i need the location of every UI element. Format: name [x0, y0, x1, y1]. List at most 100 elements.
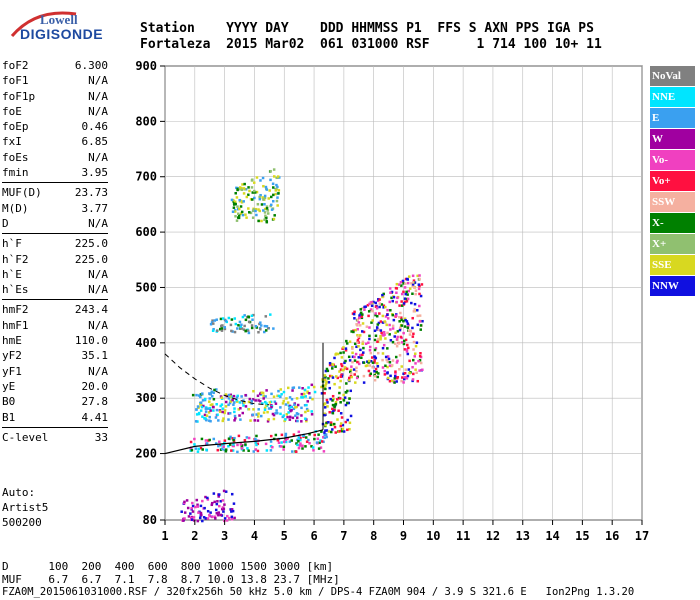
- echo-dot: [295, 442, 298, 445]
- echo-dot: [243, 401, 246, 404]
- echo-dot: [217, 511, 221, 514]
- echo-dot: [290, 398, 294, 401]
- echo-dot: [272, 327, 275, 330]
- echo-dot: [288, 396, 292, 399]
- param-label: h`Es: [2, 283, 29, 297]
- echo-dot: [388, 364, 392, 367]
- echo-dot: [350, 375, 353, 379]
- echo-dot: [339, 368, 343, 371]
- legend-item-nnw: NNW: [650, 276, 695, 296]
- echo-dot: [195, 393, 198, 397]
- echo-dot: [236, 205, 239, 208]
- echo-dot: [403, 325, 407, 328]
- echo-dot: [249, 211, 253, 215]
- echo-dot: [216, 448, 220, 452]
- echo-dot: [357, 356, 361, 359]
- echo-dot: [276, 204, 279, 207]
- echo-dot: [403, 348, 407, 351]
- echo-dot: [415, 371, 418, 374]
- echo-dot: [220, 403, 224, 406]
- echo-dot: [276, 175, 280, 178]
- echo-dot: [376, 323, 380, 326]
- echo-dot: [421, 368, 424, 372]
- param-label: h`F2: [2, 252, 29, 266]
- echo-dot: [277, 192, 280, 195]
- echo-dot: [339, 401, 342, 404]
- echo-dot: [411, 358, 415, 362]
- param-value: N/A: [88, 267, 108, 281]
- echo-dot: [200, 405, 204, 409]
- echo-dot: [274, 412, 277, 415]
- echo-dot: [191, 510, 195, 513]
- echo-dot: [391, 327, 395, 330]
- echo-dot: [360, 356, 363, 359]
- echo-dot: [190, 516, 193, 520]
- echo-dot: [300, 420, 303, 423]
- echo-dot: [180, 510, 183, 513]
- echo-dot: [361, 353, 364, 356]
- echo-dot: [411, 335, 415, 338]
- echo-dot: [399, 311, 402, 315]
- echo-dot: [367, 369, 371, 373]
- echo-dot: [310, 413, 314, 416]
- echo-dot: [190, 518, 194, 521]
- echo-dot: [420, 283, 424, 286]
- echo-dot: [335, 398, 339, 401]
- echo-dot: [407, 346, 410, 350]
- echo-dot: [301, 386, 304, 390]
- echo-dot: [276, 411, 279, 415]
- echo-dot: [233, 410, 236, 414]
- echo-dot: [216, 500, 219, 503]
- echo-dot: [393, 377, 397, 380]
- x-tick-label: 10: [426, 529, 440, 543]
- echo-dot: [275, 176, 278, 180]
- echo-dot: [288, 407, 291, 410]
- param-label: fmin: [2, 166, 29, 180]
- echo-dot: [219, 513, 223, 517]
- echo-dot: [373, 359, 376, 362]
- echo-dot: [311, 397, 314, 401]
- echo-dot: [327, 430, 331, 433]
- echo-dot: [230, 515, 234, 519]
- echo-dot: [324, 423, 327, 427]
- echo-traces: [180, 168, 424, 523]
- echo-dot: [197, 511, 200, 514]
- echo-dot: [381, 366, 385, 369]
- echo-dot: [236, 394, 239, 398]
- echo-dot: [394, 355, 398, 359]
- echo-dot: [403, 300, 407, 304]
- echo-dot: [409, 329, 413, 333]
- echo-dot: [183, 517, 186, 520]
- echo-dot: [255, 434, 258, 438]
- echo-dot: [354, 328, 357, 332]
- echo-dot: [253, 419, 257, 422]
- echo-dot: [252, 181, 256, 184]
- echo-dot: [208, 438, 211, 442]
- echo-dot: [240, 447, 244, 450]
- echo-dot: [383, 373, 387, 376]
- echo-dot: [382, 304, 386, 307]
- echo-dot: [347, 401, 350, 405]
- echo-dot: [247, 400, 251, 404]
- echo-dot: [221, 447, 224, 451]
- echo-dot: [255, 326, 259, 329]
- echo-dot: [361, 342, 364, 346]
- echo-dot: [242, 328, 246, 331]
- echo-dot: [231, 509, 235, 513]
- echo-dot: [319, 446, 323, 449]
- x-tick-label: 17: [635, 529, 649, 543]
- echo-dot: [306, 409, 310, 412]
- header-labels: Station YYYY DAY DDD HHMMSS P1 FFS S AXN…: [140, 21, 594, 36]
- echo-dot: [208, 415, 211, 419]
- echo-dot: [389, 374, 392, 378]
- echo-dot: [245, 216, 248, 219]
- echo-dot: [388, 379, 392, 383]
- echo-dot: [402, 339, 406, 343]
- echo-dot: [343, 396, 347, 399]
- echo-dot: [373, 329, 377, 333]
- echo-dot: [211, 403, 214, 406]
- echo-dot: [219, 499, 222, 503]
- echo-dot: [272, 186, 275, 189]
- echo-dot: [219, 327, 222, 331]
- echo-dot: [238, 207, 241, 211]
